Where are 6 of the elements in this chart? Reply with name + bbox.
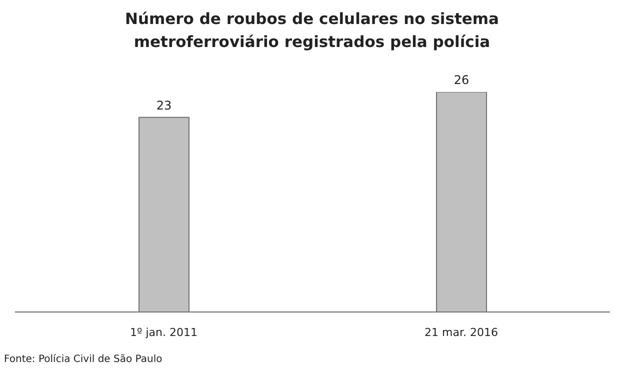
data-label: 23 xyxy=(156,98,172,112)
source-note: Fonte: Polícia Civil de São Paulo xyxy=(4,354,162,365)
data-label: 26 xyxy=(454,73,470,87)
x-tick-label: 1º jan. 2011 xyxy=(130,326,198,339)
x-tick-label: 21 mar. 2016 xyxy=(424,326,498,339)
chart-title: Número de roubos de celulares no sistema metroferroviário registrados pela polícia xyxy=(124,9,500,53)
